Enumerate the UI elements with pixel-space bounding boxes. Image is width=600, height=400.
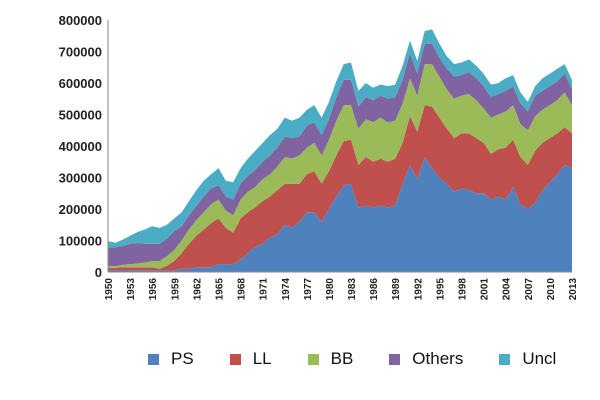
- legend-item-ll: LL: [229, 349, 272, 369]
- x-tick-label: 1956: [148, 278, 159, 301]
- y-tick-label: 500000: [59, 108, 102, 123]
- legend-swatch-ps: [148, 353, 159, 365]
- legend: PS LL BB Others Uncl: [148, 349, 592, 369]
- legend-swatch-ll: [229, 353, 241, 365]
- area-uncl: [108, 29, 572, 248]
- x-tick-label: 2010: [546, 278, 557, 301]
- x-tick-label: 2013: [568, 278, 579, 301]
- legend-swatch-uncl: [499, 353, 511, 365]
- legend-item-bb: BB: [307, 349, 354, 369]
- y-tick-label: 400000: [59, 139, 102, 154]
- x-tick-label: 1974: [281, 278, 292, 301]
- axes-group: [107, 20, 572, 273]
- legend-label-uncl: Uncl: [522, 349, 557, 368]
- x-tick-label: 1953: [126, 278, 137, 301]
- area-others: [108, 43, 572, 267]
- x-tick-label: 1962: [192, 278, 203, 301]
- x-tick-label: 1989: [391, 278, 402, 301]
- x-tick-label: 1950: [104, 278, 115, 301]
- x-tick-label: 1995: [435, 278, 446, 301]
- x-tick-label: 1992: [413, 278, 424, 301]
- y-tick-label: 600000: [59, 76, 102, 91]
- x-tick-label: 1998: [458, 278, 469, 301]
- legend-label-ps: PS: [171, 349, 194, 368]
- x-tick-label: 1983: [347, 278, 358, 301]
- area-ps: [108, 157, 572, 272]
- x-tick-label: 1965: [214, 278, 225, 301]
- y-tick-label: 300000: [59, 171, 102, 186]
- y-tick-label: 700000: [59, 45, 102, 60]
- legend-label-bb: BB: [330, 349, 354, 368]
- legend-item-uncl: Uncl: [499, 349, 556, 369]
- y-tick-label: 800000: [59, 13, 102, 28]
- x-tick-label: 2007: [524, 278, 535, 301]
- x-tick-label: 1977: [303, 278, 314, 301]
- y-tick-labels: 0 100000 200000 300000 400000 500000 600000 700…: [59, 13, 102, 280]
- legend-item-ps: PS: [148, 349, 194, 369]
- y-tick-label: 100000: [59, 234, 102, 249]
- x-tick-label: 2004: [502, 278, 513, 301]
- legend-label-ll: LL: [252, 349, 272, 368]
- x-tick-label: 1986: [369, 278, 380, 301]
- x-tick-label: 2001: [480, 278, 491, 301]
- x-tick-label: 1980: [325, 278, 336, 301]
- area-ll: [108, 105, 572, 271]
- legend-swatch-bb: [307, 353, 319, 365]
- x-tick-label: 1971: [259, 278, 270, 301]
- x-tick-label: 1968: [237, 278, 248, 301]
- area-bb: [108, 64, 572, 269]
- y-tick-label: 0: [95, 265, 102, 280]
- x-tick-label: 1959: [170, 278, 181, 301]
- legend-swatch-others: [389, 353, 401, 365]
- legend-label-others: Others: [412, 349, 464, 368]
- area-series-group: [108, 29, 572, 272]
- y-tick-label: 200000: [59, 202, 102, 217]
- x-tick-labels: 1950 1953 1956 1959 1962 1965 1968 1971 1974 1977…: [104, 278, 579, 301]
- legend-item-others: Others: [389, 349, 463, 369]
